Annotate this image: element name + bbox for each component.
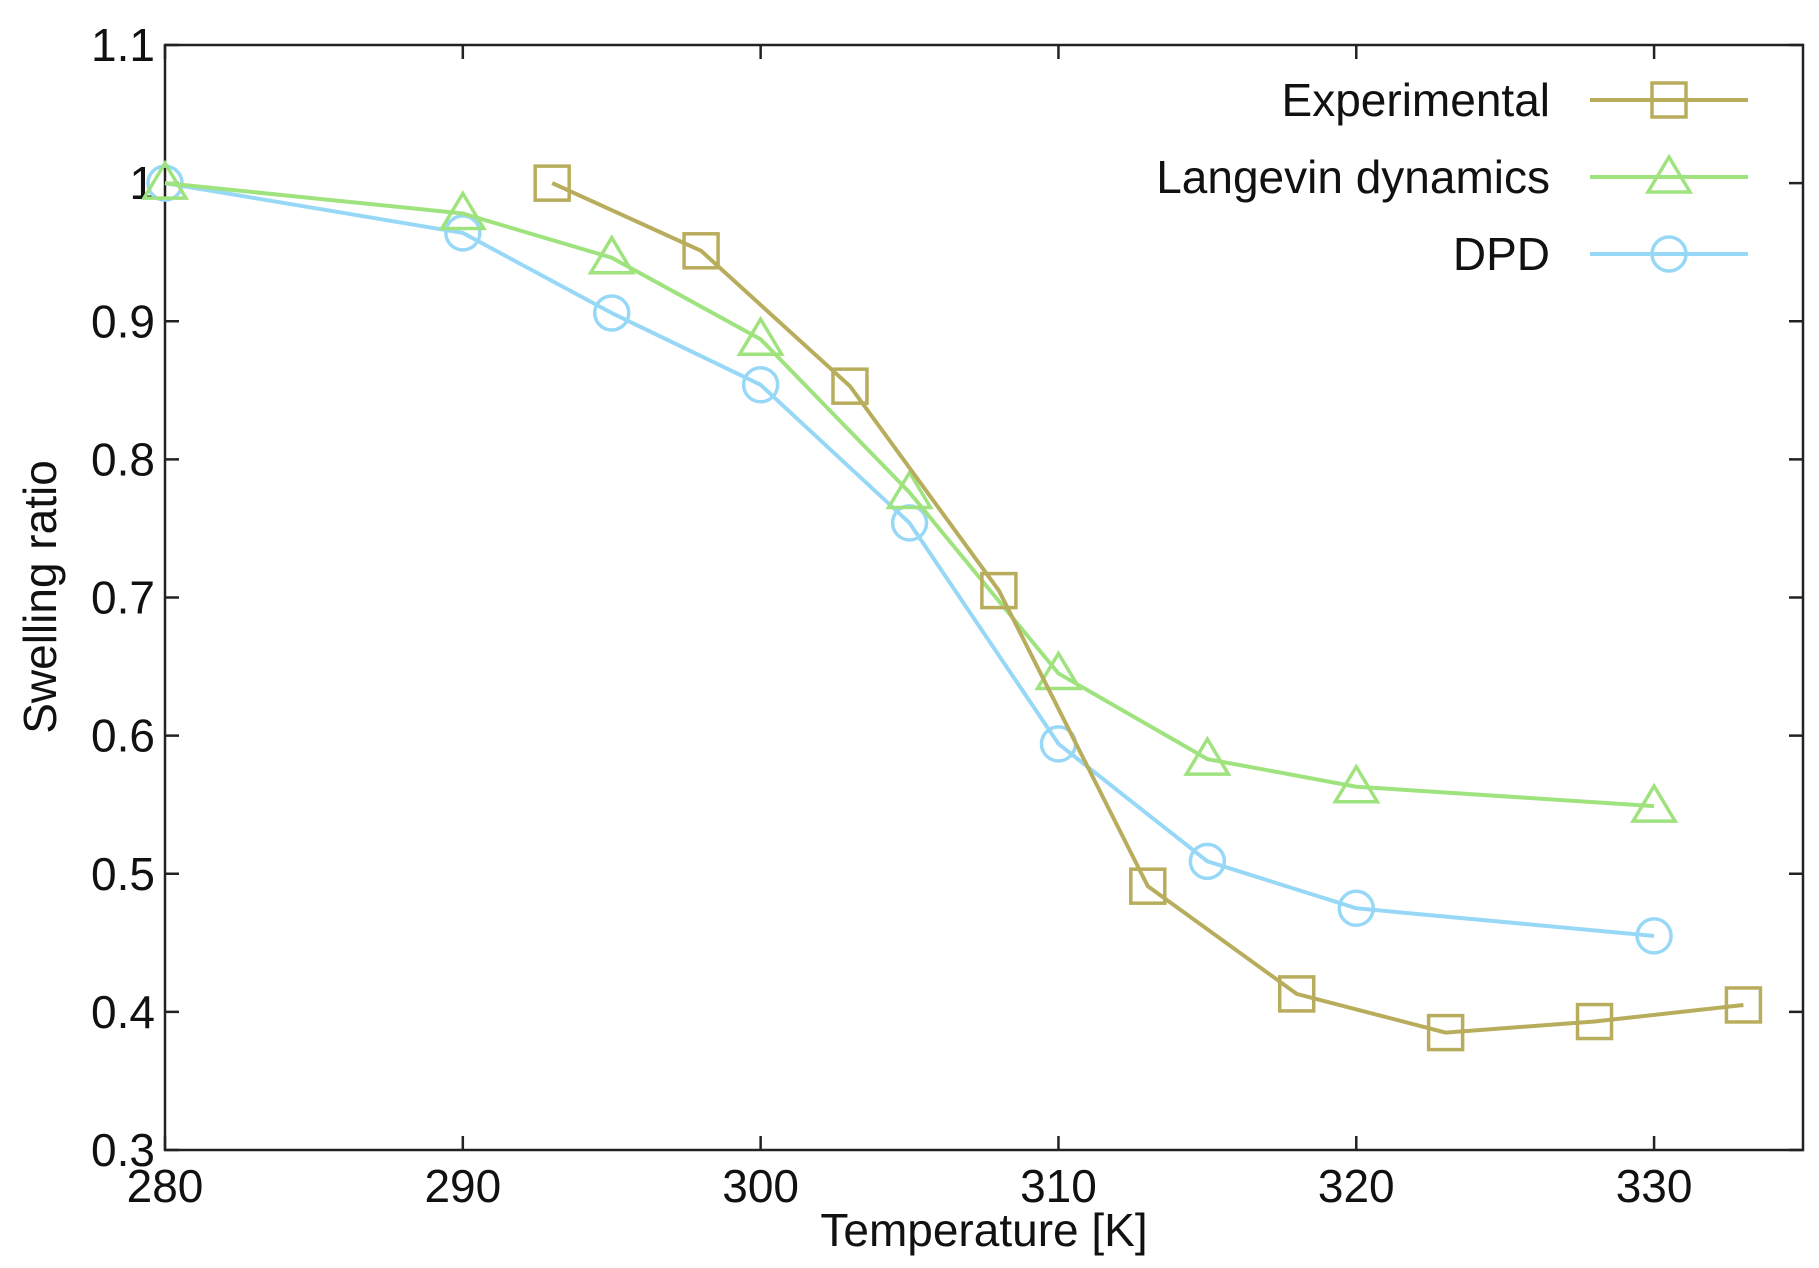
dpd-point <box>741 366 780 404</box>
legend-label-langevin-dynamics: Langevin dynamics <box>1156 151 1550 203</box>
experimental-point <box>1724 986 1763 1024</box>
dpd-point <box>1337 889 1376 928</box>
series-dpd <box>146 164 1673 955</box>
legend-label-dpd: DPD <box>1453 228 1550 280</box>
langevin-dynamics-point <box>885 469 934 510</box>
y-tick-label: 1 <box>129 157 155 209</box>
experimental-point <box>1277 975 1316 1013</box>
y-tick-label: 0.5 <box>91 848 155 900</box>
x-tick-label: 280 <box>127 1160 204 1212</box>
langevin-dynamics-point <box>736 315 785 356</box>
langevin-dynamics-point <box>587 234 636 275</box>
dpd-line <box>164 181 1655 938</box>
y-tick-label: 0.8 <box>91 433 155 485</box>
langevin-dynamics-point <box>1630 782 1679 823</box>
experimental-point <box>980 571 1018 610</box>
dpd-point <box>1635 917 1673 955</box>
langevin-dynamics-line <box>164 181 1655 809</box>
x-axis-ticks: 280 290 300 310 320 330 <box>127 45 1693 1212</box>
experimental-point <box>1575 1002 1614 1041</box>
dpd-point <box>592 294 631 332</box>
y-tick-label: 0.6 <box>91 710 155 762</box>
y-tick-label: 0.9 <box>91 295 155 347</box>
experimental-point <box>533 164 571 202</box>
legend-marker-langevin-dynamics <box>1644 153 1694 194</box>
x-tick-label: 300 <box>722 1160 799 1212</box>
series-layer <box>140 159 1763 1052</box>
y-tick-label: 1.1 <box>91 19 155 71</box>
experimental-point <box>831 367 869 405</box>
langevin-dynamics-point <box>1332 763 1381 804</box>
dpd-point <box>444 214 482 252</box>
y-axis-title: Swelling ratio <box>14 460 66 734</box>
langevin-dynamics-point <box>1034 650 1083 691</box>
plot-area-frame <box>163 43 1805 1152</box>
y-tick-label: 0.7 <box>91 572 155 624</box>
y-axis-ticks: 0.3 0.4 0.5 0.6 0.7 0.8 0.9 1 1.1 <box>91 19 1803 1176</box>
experimental-point <box>1426 1013 1465 1052</box>
x-tick-label: 330 <box>1616 1160 1693 1212</box>
langevin-dynamics-point <box>140 159 190 200</box>
x-tick-label: 320 <box>1318 1160 1395 1212</box>
legend-marker-dpd <box>1650 235 1688 273</box>
series-langevin-dynamics <box>140 159 1679 823</box>
y-tick-label: 0.3 <box>91 1124 155 1176</box>
experimental-point <box>1129 867 1167 905</box>
legend-label-experimental: Experimental <box>1282 74 1550 126</box>
legend-marker-experimental <box>1650 81 1688 119</box>
langevin-dynamics-point <box>438 190 487 231</box>
x-axis-title: Temperature [K] <box>820 1204 1147 1256</box>
series-experimental <box>533 164 1763 1052</box>
langevin-dynamics-point <box>1183 735 1232 776</box>
dpd-point <box>1188 842 1227 881</box>
x-tick-label: 290 <box>424 1160 501 1212</box>
x-tick-label: 310 <box>1020 1160 1097 1212</box>
experimental-point <box>682 232 720 270</box>
y-tick-label: 0.4 <box>91 986 155 1038</box>
experimental-line <box>551 181 1744 1035</box>
legend: Experimental Langevin dynamics DPD <box>1156 74 1748 280</box>
